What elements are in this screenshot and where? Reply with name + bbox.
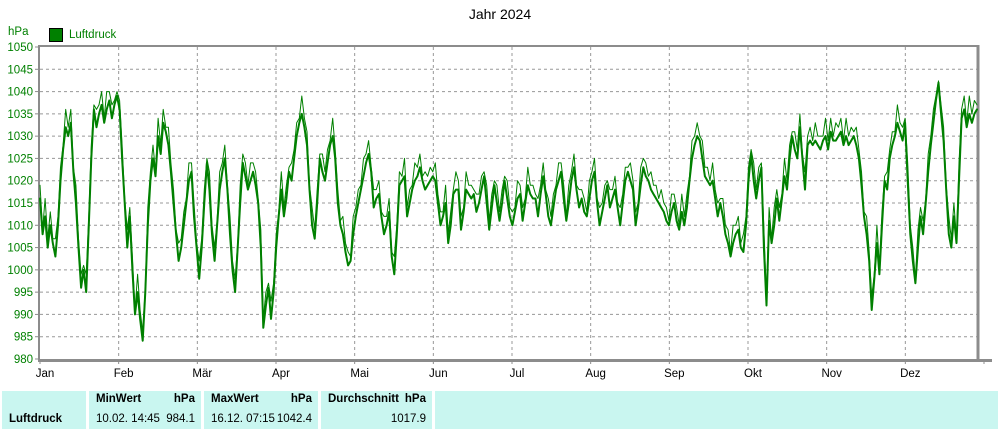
legend: Luftdruck (49, 28, 116, 42)
min-value: 984.1 (166, 413, 195, 425)
month-label: Feb (114, 368, 134, 380)
y-tick-label: 1005 (7, 243, 33, 255)
month-label: Apr (272, 368, 290, 380)
pressure-plot: 980 985 990 995 1000 1005 1010 1015 1020 1025 1030… (7, 42, 992, 380)
y-axis-unit-label: hPa (8, 26, 29, 38)
stats-row-label-cell: Luftdruck (2, 391, 86, 429)
y-tick-label: 1015 (7, 198, 33, 210)
chart-title: Jahr 2024 (468, 6, 532, 22)
stats-row-label: Luftdruck (9, 413, 63, 425)
stats-avg-cell: Durchschnitt hPa 1017.9 (321, 391, 432, 429)
month-label: Mär (192, 368, 212, 380)
stats-empty-cell (435, 391, 998, 429)
avg-unit-header: hPa (404, 393, 426, 405)
legend-label: Luftdruck (69, 29, 117, 41)
avg-value: 1017.9 (390, 413, 426, 425)
min-unit-header: hPa (173, 393, 195, 405)
legend-swatch-icon (49, 28, 63, 42)
y-tick-label: 995 (14, 287, 33, 299)
pressure-line (39, 81, 978, 342)
y-tick-label: 990 (14, 309, 33, 321)
max-header: MaxWert (211, 393, 259, 405)
y-tick-label: 1020 (7, 176, 33, 188)
stats-max-cell: MaxWert hPa 16.12. 07:15 1042.4 (204, 391, 318, 429)
stats-min-cell: MinWert hPa 10.02. 14:45 984.1 (89, 391, 201, 429)
y-tick-label: 1030 (7, 131, 33, 143)
month-label: Jul (510, 368, 525, 380)
avg-header: Durchschnitt (328, 393, 399, 405)
y-tick-label: 1040 (7, 87, 33, 99)
month-label: Okt (744, 368, 763, 380)
y-tick-label: 1050 (7, 42, 33, 54)
max-unit-header: hPa (290, 393, 312, 405)
y-tick-label: 985 (14, 332, 33, 344)
y-tick-label: 1035 (7, 109, 33, 121)
y-tick-label: 1010 (7, 220, 33, 232)
stats-table: Luftdruck MinWert hPa 10.02. 14:45 984.1… (2, 391, 998, 429)
max-datetime: 16.12. 07:15 (211, 413, 275, 425)
month-label: Aug (585, 368, 605, 380)
y-tick-label: 980 (14, 354, 33, 366)
min-header: MinWert (96, 393, 142, 405)
month-label: Dez (900, 368, 921, 380)
y-tick-label: 1000 (7, 265, 33, 277)
month-label: Nov (821, 368, 842, 380)
min-datetime: 10.02. 14:45 (96, 413, 160, 425)
month-label: Jan (36, 368, 55, 380)
month-label: Jun (429, 368, 448, 380)
month-label: Mai (350, 368, 369, 380)
y-tick-label: 1025 (7, 153, 33, 165)
max-value: 1042.4 (276, 413, 312, 425)
month-label: Sep (664, 368, 684, 380)
y-tick-label: 1045 (7, 64, 33, 76)
